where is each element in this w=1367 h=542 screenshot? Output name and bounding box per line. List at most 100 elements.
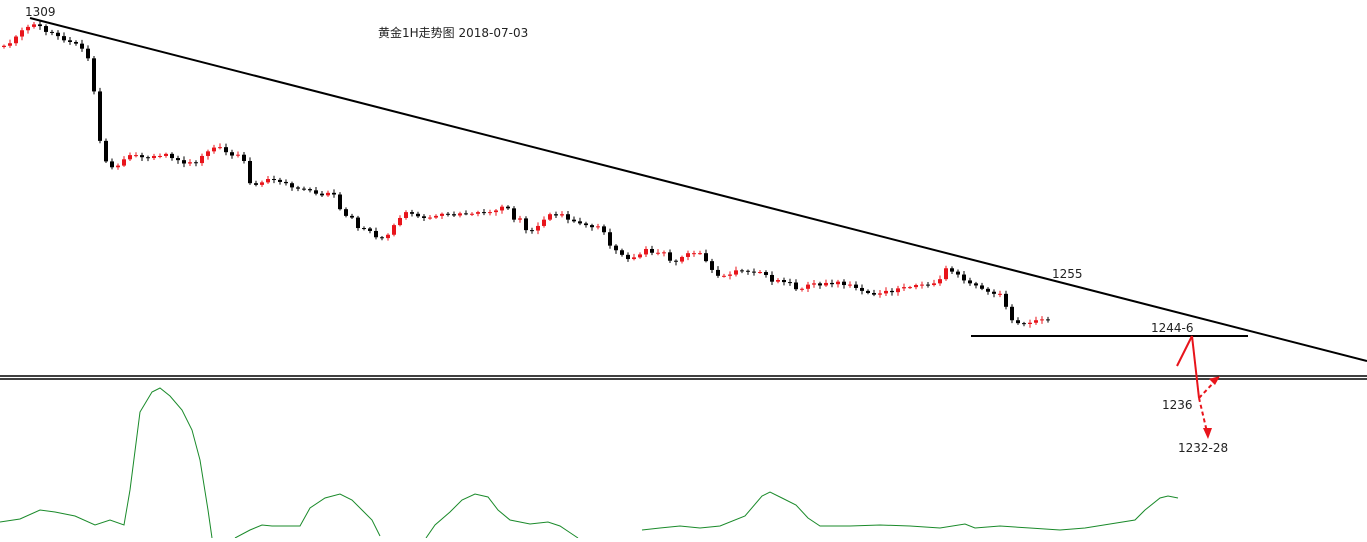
candle [860, 287, 864, 291]
candle [284, 181, 288, 184]
candle [710, 261, 714, 270]
candle [824, 282, 828, 286]
candle [980, 285, 984, 289]
candle [200, 155, 204, 164]
candle [212, 147, 216, 152]
candle [902, 287, 906, 289]
candle [308, 189, 312, 191]
candle [188, 162, 192, 164]
candle [806, 284, 810, 289]
candle [554, 214, 558, 216]
candle [782, 280, 786, 283]
candle [530, 230, 534, 232]
candle [974, 283, 978, 286]
candle [38, 24, 42, 27]
candle [542, 219, 546, 226]
candle [50, 31, 54, 33]
candle [68, 40, 72, 42]
candle [1034, 320, 1038, 323]
candle [242, 154, 246, 161]
candle [266, 179, 270, 183]
candle [626, 254, 630, 260]
candle [932, 283, 936, 286]
label-high-1309: 1309 [25, 5, 56, 19]
candle [914, 285, 918, 288]
candle [920, 284, 924, 286]
candle [2, 45, 6, 48]
candle [434, 215, 438, 218]
candle [632, 257, 636, 260]
candle [614, 245, 618, 251]
candle [686, 253, 690, 257]
candle [800, 288, 804, 290]
candle [350, 215, 354, 218]
candle [872, 292, 876, 295]
oscillator-line [0, 387, 213, 539]
candle [650, 248, 654, 253]
labels: 黄金1H走势图 2018-07-03 1309 1255 1244-6 1236… [25, 5, 1228, 455]
candles [2, 21, 1050, 328]
candle [950, 268, 954, 272]
candle [224, 147, 228, 153]
candle [416, 213, 420, 217]
candle [578, 221, 582, 224]
candle [674, 260, 678, 262]
candle [818, 283, 822, 286]
candle [398, 217, 402, 226]
forecast-arrowhead-down [1203, 428, 1212, 439]
candle [908, 287, 912, 289]
forecast-arrowhead-up [1209, 376, 1220, 385]
candle [998, 293, 1002, 295]
candle [734, 270, 738, 275]
candle [92, 58, 96, 92]
candle [638, 254, 642, 258]
candle [164, 153, 168, 156]
candle [560, 214, 564, 216]
candle [788, 282, 792, 284]
candle [1022, 323, 1026, 325]
candle [122, 159, 126, 166]
candle [86, 48, 90, 59]
label-target: 1232-28 [1178, 441, 1228, 455]
candle [1016, 320, 1020, 324]
candle [248, 160, 252, 184]
candle [218, 147, 222, 149]
candle [362, 228, 366, 230]
candle [848, 284, 852, 286]
candle [698, 253, 702, 255]
candle [878, 293, 882, 295]
oscillator [0, 387, 1179, 539]
candle [866, 290, 870, 293]
candle [740, 270, 744, 272]
candle [338, 194, 342, 210]
candle [62, 36, 66, 41]
candle [176, 158, 180, 161]
candle [776, 280, 780, 282]
candle [716, 269, 720, 276]
chart-title: 黄金1H走势图 2018-07-03 [378, 25, 528, 40]
candle [98, 91, 102, 141]
overlays [0, 17, 1367, 439]
candle [152, 155, 156, 159]
candle [476, 212, 480, 214]
forecast-arrow-down [1191, 335, 1200, 399]
candle [128, 155, 132, 160]
candle [722, 275, 726, 277]
candle [680, 256, 684, 262]
candle [518, 218, 522, 220]
oscillator-line [234, 493, 381, 539]
candle [464, 213, 468, 215]
candle [206, 151, 210, 156]
candle [842, 281, 846, 286]
candle [938, 279, 942, 284]
candle [452, 214, 456, 216]
candle [656, 252, 660, 254]
candle [110, 161, 114, 168]
candle [116, 165, 120, 168]
candle [692, 253, 696, 255]
candle [764, 272, 768, 275]
candle [422, 216, 426, 218]
candle [584, 223, 588, 226]
candle [884, 290, 888, 294]
candle [812, 283, 816, 285]
